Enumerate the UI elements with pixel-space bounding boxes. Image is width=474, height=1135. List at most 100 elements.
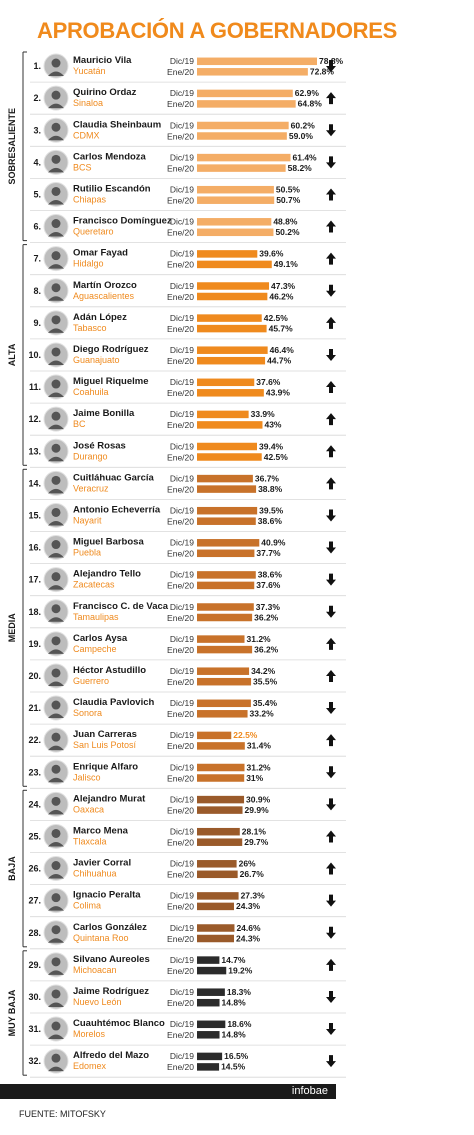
row-rank: 8. xyxy=(33,286,41,296)
avatar-head-icon xyxy=(51,925,61,935)
row-rank: 27. xyxy=(28,896,41,906)
state-name: Colima xyxy=(73,901,101,911)
governor-name: Claudia Pavlovich xyxy=(73,697,155,708)
governor-name: Carlos Mendoza xyxy=(73,151,147,162)
row-rank: 2. xyxy=(33,93,41,103)
value-label-ene: 24.3% xyxy=(236,901,261,911)
value-label-dic: 33.9% xyxy=(251,409,276,419)
period-label-dic: Dic/19 xyxy=(170,634,194,644)
avatar-head-icon xyxy=(51,251,61,261)
avatar-body-icon xyxy=(48,681,64,686)
value-label-ene: 33.2% xyxy=(250,709,275,719)
bar-dic xyxy=(197,185,274,194)
period-label-dic: Dic/19 xyxy=(170,249,194,259)
value-label-ene: 50.2% xyxy=(275,227,300,237)
arrow-down-icon xyxy=(326,1055,336,1068)
bar-dic xyxy=(197,699,251,708)
avatar-body-icon xyxy=(48,135,64,141)
bar-dic xyxy=(197,667,250,675)
row-rank: 24. xyxy=(28,799,41,809)
arrow-down-icon xyxy=(326,894,336,907)
avatar-body-icon xyxy=(48,199,64,205)
period-label-ene: Ene/20 xyxy=(167,131,194,141)
state-name: CDMX xyxy=(73,130,100,140)
avatar-body-icon xyxy=(48,553,64,558)
bar-dic xyxy=(197,1052,223,1061)
avatar-body-icon xyxy=(48,520,64,526)
period-label-ene: Ene/20 xyxy=(167,870,194,880)
governor-name: Claudia Sheinbaum xyxy=(73,119,161,130)
row-rank: 19. xyxy=(28,639,41,649)
value-label-dic: 38.6% xyxy=(258,570,283,580)
period-label-dic: Dic/19 xyxy=(170,313,194,323)
value-label-dic: 30.9% xyxy=(246,794,271,804)
value-label-ene: 29.7% xyxy=(244,837,269,847)
governor-name: Alejandro Tello xyxy=(73,569,141,580)
value-label-dic: 60.2% xyxy=(291,120,316,130)
period-label-ene: Ene/20 xyxy=(167,966,194,976)
arrow-up-icon xyxy=(326,477,336,490)
period-label-dic: Dic/19 xyxy=(170,794,194,804)
avatar-body-icon xyxy=(48,392,64,398)
period-label-dic: Dic/19 xyxy=(170,345,194,355)
state-name: Chihuahua xyxy=(73,869,117,879)
bar-dic xyxy=(197,314,262,322)
period-label-dic: Dic/19 xyxy=(170,666,194,676)
period-label-ene: Ene/20 xyxy=(167,452,194,462)
bar-ene xyxy=(197,774,245,782)
avatar-body-icon xyxy=(48,649,64,654)
avatar-head-icon xyxy=(51,828,61,838)
state-name: Queretaro xyxy=(73,227,114,237)
bar-dic xyxy=(197,474,253,483)
governor-name: Miguel Barbosa xyxy=(73,537,144,548)
value-label-dic: 27.3% xyxy=(241,891,266,901)
value-label-ene: 43.9% xyxy=(266,388,291,398)
arrow-up-icon xyxy=(326,669,336,682)
period-label-ene: Ene/20 xyxy=(167,1030,194,1040)
state-name: Yucatán xyxy=(73,66,106,76)
period-label-dic: Dic/19 xyxy=(170,88,194,98)
period-label-ene: Ene/20 xyxy=(167,837,194,847)
state-name: Zacatecas xyxy=(73,580,115,590)
governor-name: Adán López xyxy=(73,312,127,323)
state-name: Tlaxcala xyxy=(73,836,107,846)
state-name: Quintana Roo xyxy=(73,933,129,943)
bar-dic xyxy=(197,57,317,66)
avatar-head-icon xyxy=(51,90,61,100)
governor-name: Javier Corral xyxy=(73,858,131,869)
avatar-body-icon xyxy=(48,264,64,269)
period-label-ene: Ene/20 xyxy=(167,645,194,655)
value-label-dic: 40.9% xyxy=(261,538,286,548)
period-label-dic: Dic/19 xyxy=(170,859,194,869)
row-rank: 25. xyxy=(28,831,41,841)
period-label-ene: Ene/20 xyxy=(167,741,194,751)
state-name: Tabasco xyxy=(73,323,107,333)
value-label-dic: 50.5% xyxy=(276,184,301,194)
state-name: Hidalgo xyxy=(73,259,104,269)
state-name: Coahuila xyxy=(73,387,109,397)
period-label-ene: Ene/20 xyxy=(167,99,194,109)
bar-ene xyxy=(197,1063,220,1071)
value-label-ene: 35.5% xyxy=(253,676,278,686)
avatar-head-icon xyxy=(51,764,61,774)
bar-ene xyxy=(197,292,268,301)
row-rank: 18. xyxy=(28,607,41,617)
bar-ene xyxy=(197,870,238,879)
row-rank: 30. xyxy=(28,992,41,1002)
period-label-dic: Dic/19 xyxy=(170,955,194,965)
state-name: Guanajuato xyxy=(73,355,120,365)
value-label-ene: 38.8% xyxy=(258,484,283,494)
value-label-ene: 31% xyxy=(246,773,263,783)
value-label-ene: 26.7% xyxy=(240,869,265,879)
governor-name: Marco Mena xyxy=(73,825,129,836)
avatar-head-icon xyxy=(51,154,61,164)
state-name: Edomex xyxy=(73,1061,107,1071)
arrow-down-icon xyxy=(326,926,336,939)
period-label-ene: Ene/20 xyxy=(167,195,194,205)
bar-ene xyxy=(197,100,296,108)
bar-ene xyxy=(197,613,253,622)
avatar-body-icon xyxy=(48,713,64,719)
avatar-head-icon xyxy=(51,443,61,453)
group-label: MUY BAJA xyxy=(7,989,17,1036)
avatar-body-icon xyxy=(48,167,64,173)
